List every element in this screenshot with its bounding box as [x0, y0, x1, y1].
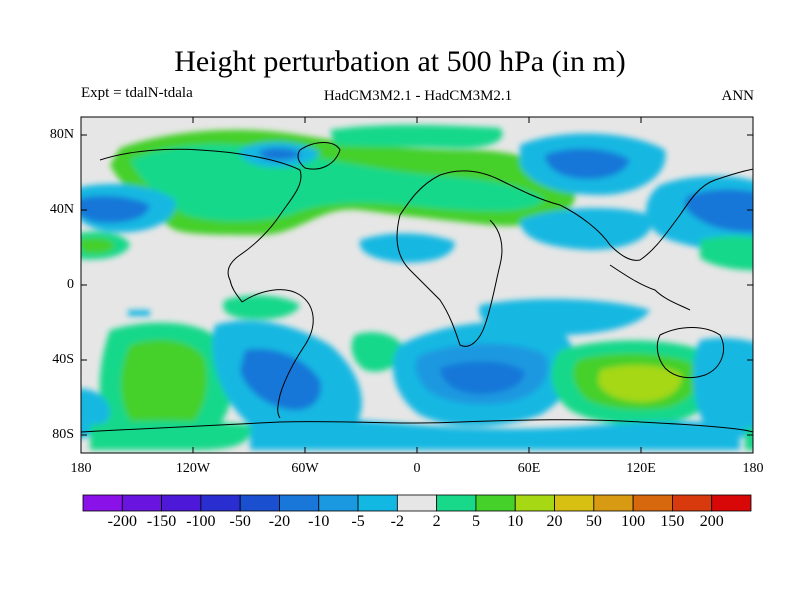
contour-arctic-darkblue	[258, 148, 302, 161]
lon-label-120w: 120W	[175, 461, 211, 476]
colorbar-swatch	[279, 494, 320, 512]
colorbar-swatch	[200, 494, 241, 512]
colorbar-label: 200	[699, 513, 724, 530]
contour-arctic-green	[330, 124, 503, 149]
contour-sh-sa-darkblue	[240, 348, 321, 411]
colorbar-swatch	[711, 494, 752, 512]
lat-label-40s: 40S	[52, 352, 74, 367]
contour-sh-ind-darkblue	[440, 361, 525, 395]
contour-npacific-west-dark	[81, 195, 150, 223]
coast-australia	[656, 327, 724, 379]
coast-south-america	[241, 289, 314, 419]
colorbar-swatch	[554, 494, 595, 512]
contour-siberia-darkblue	[545, 148, 630, 180]
colorbar-swatch	[357, 494, 398, 512]
colorbar-swatch	[121, 494, 162, 512]
colorbar-swatch	[514, 494, 555, 512]
coast-north-america	[99, 148, 302, 303]
contour-atlantic-blue	[359, 233, 455, 263]
contour-sh-pac-green-2	[121, 340, 207, 432]
colorbar-swatch	[239, 494, 280, 512]
colorbar-label: -50	[229, 513, 251, 530]
colorbar-swatch	[318, 494, 359, 512]
colorbar-label: -5	[351, 513, 365, 530]
lon-label-180w: 180	[70, 461, 92, 476]
colorbar-swatch	[475, 494, 516, 512]
colorbar-label: -10	[308, 513, 330, 530]
contour-sh-atl-green	[351, 332, 405, 372]
colorbar-label: 5	[471, 513, 480, 530]
contour-sh-pac-blue	[81, 388, 110, 439]
lon-label-60w: 60W	[291, 461, 319, 476]
colorbar-swatch	[436, 494, 477, 512]
lat-label-40n: 40N	[49, 202, 74, 217]
colorbar-swatch	[396, 494, 438, 512]
contour-sh-aus-yellowgreen	[598, 365, 682, 402]
coast-antarctica	[81, 419, 753, 433]
coast-europe	[399, 170, 561, 216]
coast-greenland	[297, 142, 341, 170]
colorbar-swatch	[632, 494, 673, 512]
lat-label-80s: 80S	[52, 427, 74, 442]
contour-asia-blue	[520, 208, 652, 250]
colorbar-label: 50	[585, 513, 602, 530]
contour-sh-east-blue	[693, 338, 753, 437]
colorbar-label: 150	[660, 513, 685, 530]
colorbar-swatch	[672, 494, 713, 512]
season-label: ANN	[721, 88, 755, 104]
colorbar-swatch	[593, 494, 634, 512]
contour-tropical-pac-green-2	[81, 238, 115, 254]
contour-npacific-east-dark	[684, 189, 753, 232]
contour-antarctic-green	[90, 420, 251, 450]
lon-label-0: 0	[413, 461, 421, 476]
contour-field	[81, 117, 753, 453]
contour-nh-lightgreen	[130, 144, 545, 222]
contour-antarctic-blue	[250, 417, 740, 450]
lon-label-120e: 120E	[626, 461, 656, 476]
colorbar-label: 2	[432, 513, 441, 530]
lat-label-80n: 80N	[49, 127, 74, 142]
model-label: HadCM3M2.1 - HadCM3M2.1	[323, 88, 513, 104]
lon-label-60e: 60E	[517, 461, 541, 476]
colorbar-label: -100	[186, 513, 216, 530]
colorbar-label: 100	[621, 513, 646, 530]
lat-label-0: 0	[67, 277, 74, 292]
contour-tropical-east-green	[700, 235, 753, 271]
contour-small-blue	[128, 310, 150, 316]
colorbar-swatch	[161, 494, 202, 512]
colorbar-label: 10	[507, 513, 524, 530]
colorbar-label: -2	[390, 513, 404, 530]
coastlines	[81, 142, 753, 433]
lon-label-180e: 180	[742, 461, 764, 476]
contour-antarctic-green-right	[745, 428, 753, 450]
colorbar-label: -20	[268, 513, 291, 530]
coast-africa	[396, 214, 503, 347]
colorbar	[82, 494, 752, 512]
coast-se-asia	[609, 264, 691, 311]
axis-ticks	[80, 117, 753, 453]
colorbar-swatch	[82, 494, 123, 512]
coast-asia	[559, 168, 753, 261]
colorbar-label: -200	[107, 513, 137, 530]
colorbar-label: -150	[146, 513, 177, 530]
experiment-label: Expt = tdalN-tdala	[81, 85, 193, 101]
plot-title: Height perturbation at 500 hPa (in m)	[174, 45, 626, 78]
colorbar-label: 20	[546, 513, 563, 530]
